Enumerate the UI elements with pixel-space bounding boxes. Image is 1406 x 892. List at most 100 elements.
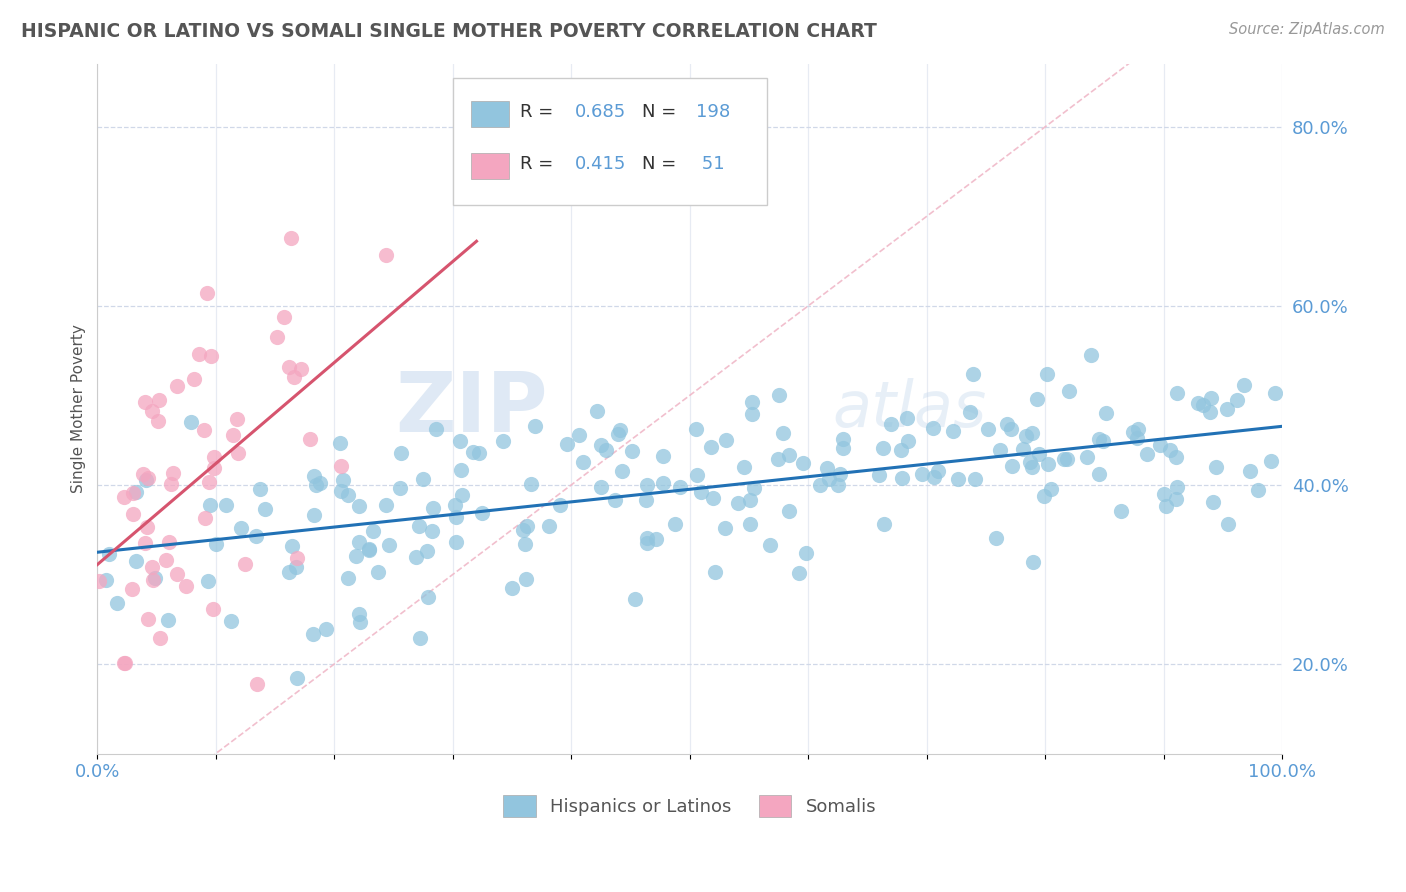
Point [391, 446, 413, 460]
Point [283, 370, 305, 384]
Point [520, 476, 543, 491]
Point [623, 591, 645, 606]
Point [277, 565, 299, 579]
Point [134, 536, 156, 550]
Point [315, 622, 337, 636]
Point [146, 414, 169, 428]
Point [125, 484, 148, 499]
Point [963, 473, 986, 487]
Text: N =: N = [643, 103, 682, 121]
Point [766, 451, 789, 466]
Point [329, 459, 352, 474]
Point [162, 466, 184, 480]
Point [233, 557, 256, 571]
Point [245, 529, 267, 543]
Point [136, 471, 159, 485]
Point [412, 472, 434, 486]
Point [1166, 386, 1188, 401]
Point [942, 424, 965, 438]
Point [977, 422, 1000, 436]
Point [121, 486, 143, 500]
Point [1199, 405, 1222, 419]
Point [125, 554, 148, 568]
Point [610, 464, 633, 478]
Point [550, 498, 572, 512]
Point [897, 434, 920, 448]
Point [198, 475, 221, 490]
Point [1021, 426, 1043, 441]
Point [890, 443, 912, 458]
Text: N =: N = [643, 155, 682, 173]
Point [285, 560, 308, 574]
Point [516, 519, 538, 533]
Text: atlas: atlas [832, 378, 986, 440]
Point [285, 671, 308, 685]
Point [205, 537, 228, 551]
Point [922, 470, 945, 484]
Point [959, 405, 981, 419]
Point [1026, 392, 1049, 406]
Point [347, 607, 370, 621]
Point [266, 330, 288, 344]
Point [1153, 487, 1175, 501]
Point [1154, 499, 1177, 513]
Point [357, 542, 380, 557]
Point [1057, 384, 1080, 399]
Point [420, 524, 443, 538]
Point [1015, 429, 1038, 443]
Point [467, 446, 489, 460]
Point [787, 566, 810, 580]
Text: Source: ZipAtlas.com: Source: ZipAtlas.com [1229, 22, 1385, 37]
Point [254, 502, 277, 516]
Point [609, 423, 631, 437]
Point [347, 499, 370, 513]
Point [149, 631, 172, 645]
Point [1239, 464, 1261, 478]
Point [1028, 447, 1050, 461]
Text: 0.415: 0.415 [575, 155, 626, 173]
Point [461, 444, 484, 458]
Point [302, 508, 325, 522]
Point [219, 614, 242, 628]
Text: R =: R = [520, 103, 560, 121]
Point [157, 534, 180, 549]
Text: HISPANIC OR LATINO VS SOMALI SINGLE MOTHER POVERTY CORRELATION CHART: HISPANIC OR LATINO VS SOMALI SINGLE MOTH… [21, 22, 877, 41]
Point [449, 434, 471, 449]
Point [591, 438, 613, 452]
FancyBboxPatch shape [471, 153, 509, 179]
Point [281, 540, 304, 554]
Point [1033, 489, 1056, 503]
Point [89, 574, 111, 588]
Point [922, 421, 945, 435]
Point [1166, 480, 1188, 494]
Point [285, 551, 308, 566]
Point [195, 285, 218, 300]
Point [112, 656, 135, 670]
Point [1164, 491, 1187, 506]
Point [166, 567, 188, 582]
Point [830, 467, 852, 482]
Point [1260, 454, 1282, 468]
Point [332, 474, 354, 488]
Point [134, 395, 156, 409]
Point [1036, 457, 1059, 471]
Point [378, 538, 401, 552]
Point [98, 547, 121, 561]
Point [96, 573, 118, 587]
Point [768, 387, 790, 401]
Point [1088, 432, 1111, 446]
Point [873, 516, 896, 531]
Point [589, 480, 612, 494]
Point [374, 248, 396, 262]
Point [198, 498, 221, 512]
Point [741, 394, 763, 409]
Point [702, 491, 724, 506]
Point [1202, 495, 1225, 509]
Point [142, 573, 165, 587]
Point [636, 531, 658, 545]
Point [832, 433, 855, 447]
Point [471, 506, 494, 520]
Point [645, 532, 668, 546]
Point [451, 488, 474, 502]
Point [716, 434, 738, 448]
